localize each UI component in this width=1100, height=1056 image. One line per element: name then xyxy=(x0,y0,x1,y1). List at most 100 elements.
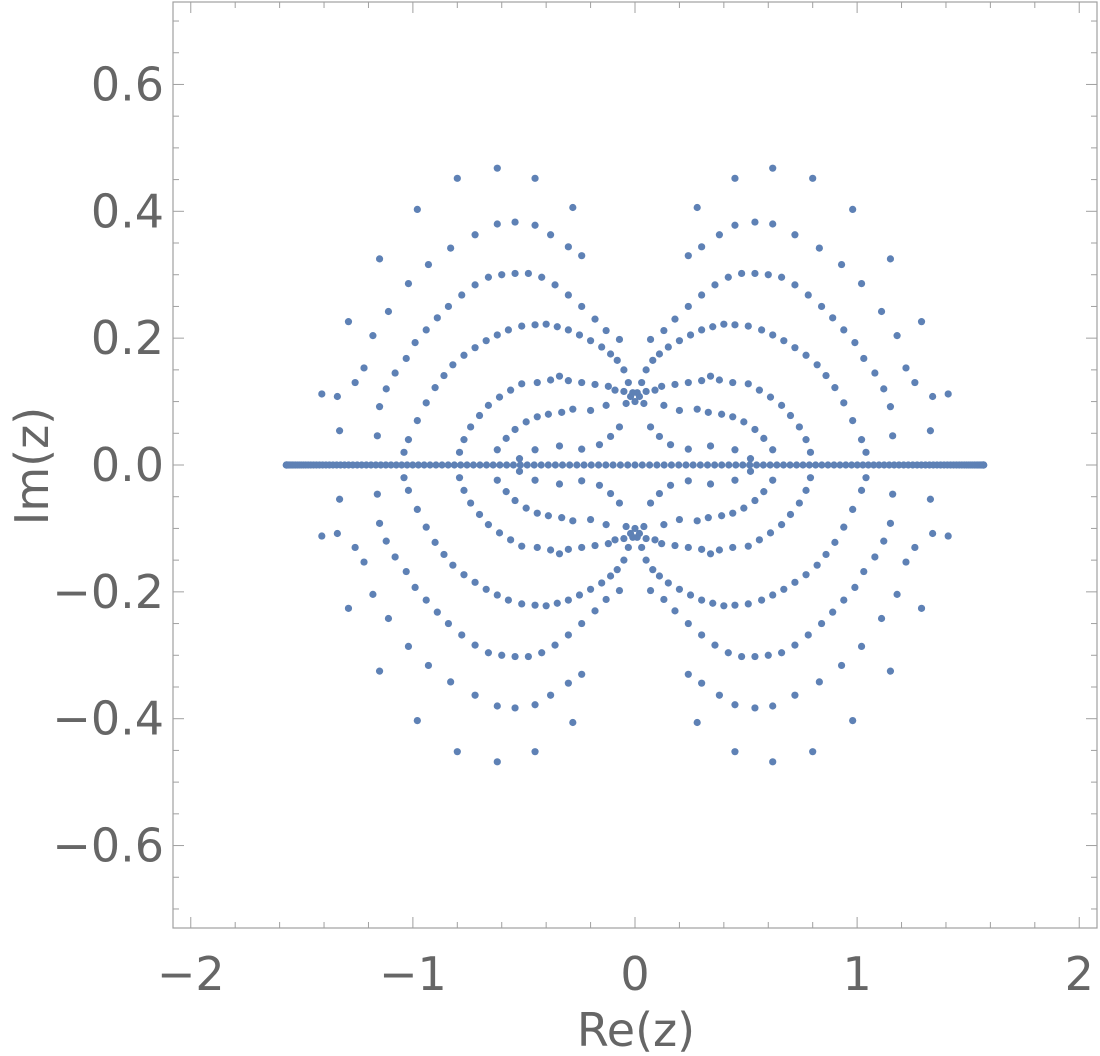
data-point xyxy=(422,523,430,531)
data-point xyxy=(655,489,664,498)
data-point xyxy=(911,543,919,552)
data-point xyxy=(646,586,655,595)
data-point xyxy=(642,534,650,543)
data-point xyxy=(698,377,706,385)
y-tick-label: −0.6 xyxy=(52,819,164,873)
data-point xyxy=(482,585,490,593)
data-point xyxy=(387,461,395,469)
data-point xyxy=(646,423,655,431)
data-point xyxy=(591,380,599,389)
data-point xyxy=(631,461,639,469)
data-point xyxy=(698,291,706,299)
data-point xyxy=(751,425,759,434)
data-point xyxy=(729,413,737,421)
y-axis-title: Im(z) xyxy=(5,407,59,525)
data-point xyxy=(575,591,584,599)
data-point xyxy=(893,590,901,598)
data-point xyxy=(764,271,772,279)
data-point xyxy=(422,596,430,604)
data-point xyxy=(751,269,759,278)
data-point xyxy=(569,203,577,212)
data-point xyxy=(651,536,659,544)
data-point xyxy=(606,572,615,580)
data-point xyxy=(671,607,679,615)
data-point xyxy=(447,678,455,686)
data-point xyxy=(822,371,830,380)
data-point xyxy=(780,337,788,345)
data-point xyxy=(755,536,763,544)
data-point xyxy=(431,538,439,546)
data-point xyxy=(444,302,453,311)
y-tick-label: 0.4 xyxy=(91,184,164,238)
data-point xyxy=(518,380,526,388)
data-point xyxy=(715,231,724,239)
data-point xyxy=(471,281,479,289)
data-point xyxy=(703,461,712,469)
data-point xyxy=(653,461,661,469)
data-point xyxy=(546,546,555,554)
data-point xyxy=(460,436,468,444)
data-point xyxy=(777,273,786,281)
data-point xyxy=(432,461,440,469)
data-point xyxy=(675,337,684,345)
data-point xyxy=(836,461,844,469)
data-point xyxy=(467,423,475,431)
data-point xyxy=(555,550,564,558)
data-point xyxy=(870,461,878,469)
data-point xyxy=(392,461,400,469)
data-point xyxy=(538,273,546,281)
data-point xyxy=(686,331,695,339)
data-point xyxy=(658,382,666,390)
data-point xyxy=(751,704,759,712)
data-point xyxy=(684,670,692,678)
data-point xyxy=(818,461,826,469)
data-point xyxy=(531,601,539,609)
data-point xyxy=(422,326,430,334)
data-point xyxy=(542,320,550,328)
data-point xyxy=(791,691,799,699)
data-point xyxy=(569,405,577,413)
data-point xyxy=(812,461,820,469)
data-point xyxy=(684,477,692,485)
data-point xyxy=(911,378,919,387)
y-tick-label: −0.4 xyxy=(52,692,164,746)
data-point xyxy=(413,205,421,213)
data-point xyxy=(511,425,519,434)
data-point xyxy=(440,550,448,559)
data-point xyxy=(598,579,606,587)
data-point xyxy=(578,252,586,260)
data-point xyxy=(698,631,706,639)
data-point xyxy=(853,461,861,469)
axis-ticks xyxy=(173,2,1097,928)
data-point xyxy=(469,461,478,469)
data-point xyxy=(698,243,706,251)
data-point xyxy=(682,461,690,469)
data-point xyxy=(849,417,857,425)
data-point xyxy=(769,331,777,339)
tick-labels: −2 −1 0 1 2 −0.6 −0.4 −0.2 0.0 0.2 0.4 0.6 xyxy=(52,57,1094,1001)
data-point xyxy=(460,571,468,579)
data-point xyxy=(840,326,848,334)
data-point xyxy=(715,376,724,384)
data-point xyxy=(732,461,740,469)
data-point xyxy=(696,461,704,469)
data-point xyxy=(655,432,664,441)
data-point xyxy=(851,338,859,347)
data-point xyxy=(433,314,441,322)
data-point xyxy=(809,748,817,756)
data-point xyxy=(720,602,728,610)
data-point xyxy=(731,321,739,329)
data-point xyxy=(467,499,475,507)
data-point xyxy=(758,596,766,604)
data-point xyxy=(731,221,739,229)
data-point xyxy=(594,461,603,469)
data-point xyxy=(624,378,632,387)
data-point xyxy=(458,291,466,299)
data-point xyxy=(447,244,455,252)
data-point xyxy=(889,432,897,440)
data-point xyxy=(444,461,452,469)
data-point xyxy=(620,556,628,564)
data-point xyxy=(857,486,866,494)
data-point xyxy=(391,553,399,561)
data-point xyxy=(518,600,526,608)
